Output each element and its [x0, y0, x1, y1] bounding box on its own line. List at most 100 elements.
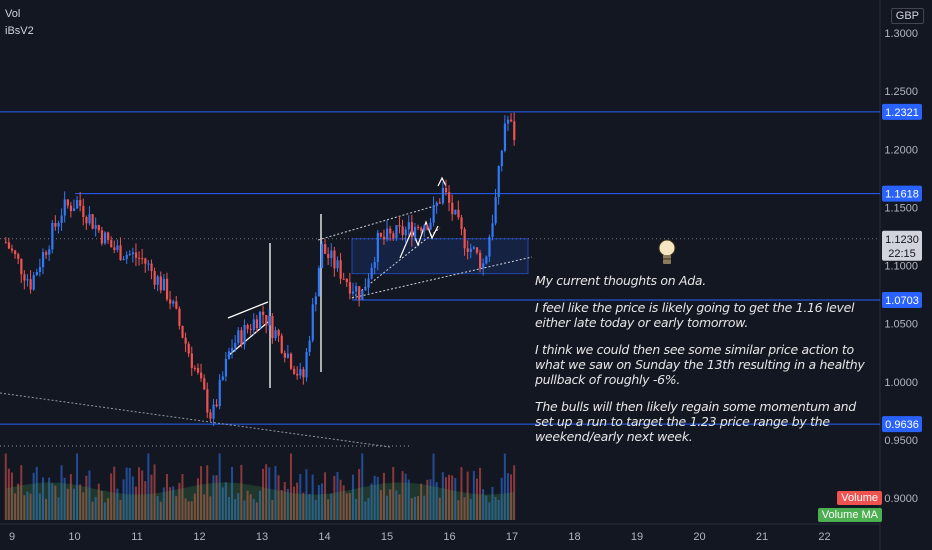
candle-body	[218, 379, 221, 407]
candle-body	[482, 263, 485, 269]
candle-body	[131, 252, 135, 255]
candle-body	[113, 247, 116, 250]
arrow-icon	[437, 176, 447, 187]
volume-bar	[234, 499, 237, 520]
candle-body	[41, 252, 45, 268]
volume-bar	[500, 477, 503, 520]
volume-bar	[206, 465, 209, 520]
candle-body	[441, 188, 445, 204]
volume-bar	[299, 474, 302, 520]
volume-bar	[178, 482, 181, 520]
candle-body	[429, 222, 432, 230]
volume-bar	[162, 487, 165, 520]
candle-body	[178, 308, 181, 326]
candle-body	[100, 230, 104, 244]
volume-bar	[293, 486, 296, 520]
volume-bar	[510, 474, 513, 520]
volume-bar	[503, 453, 506, 520]
volume-bar	[203, 494, 206, 520]
candle-body	[370, 267, 373, 279]
candle-body	[193, 367, 197, 369]
candle-body	[367, 278, 370, 288]
volume-bar	[460, 467, 463, 520]
candle-body	[423, 225, 426, 231]
volume-bar	[125, 467, 128, 520]
volume-bar	[345, 493, 348, 520]
candle-body	[69, 205, 73, 212]
candle-body	[324, 244, 327, 254]
volume-bar	[76, 453, 79, 520]
volume-bar	[119, 499, 122, 520]
candle-body	[277, 330, 280, 336]
candle-body	[144, 258, 147, 264]
volume-bar	[169, 487, 172, 520]
candle-body	[51, 223, 54, 250]
candle-body	[79, 200, 82, 206]
channel-box	[351, 238, 529, 275]
volume-bar	[370, 483, 373, 520]
vol-indicator-label[interactable]: Vol	[5, 8, 21, 20]
candle-body	[289, 353, 293, 369]
x-tick-label: 22	[818, 531, 830, 543]
currency-selector[interactable]: GBP	[890, 8, 924, 24]
candle-body	[376, 232, 379, 263]
ibs-indicator-label[interactable]: iBsV2	[5, 25, 34, 37]
x-tick-label: 11	[131, 531, 142, 543]
candle-body	[85, 217, 88, 224]
volume-bar	[386, 495, 389, 520]
candle-body	[463, 229, 466, 249]
x-tick-label: 9	[9, 531, 15, 543]
volume-bar	[475, 478, 478, 520]
candle-body	[237, 330, 240, 344]
x-tick-label: 18	[568, 531, 580, 543]
candle-body	[29, 279, 32, 290]
candle-body	[339, 260, 342, 279]
candle-body	[296, 373, 299, 376]
candle-body	[150, 263, 153, 272]
note-paragraph: The bulls will then likely regain some m…	[535, 399, 856, 444]
volume-bar	[221, 487, 224, 520]
candle-body	[283, 352, 286, 358]
volume-bar	[4, 453, 7, 520]
level-price-label: 1.0703	[885, 295, 919, 307]
candle-body	[327, 253, 330, 258]
candle-body	[116, 245, 119, 250]
volume-bar	[302, 492, 305, 520]
candle-body	[308, 340, 311, 353]
candle-body	[386, 228, 389, 240]
candle-body	[26, 279, 29, 281]
level-price-tag	[882, 185, 922, 202]
candle-body	[404, 229, 407, 236]
candle-body	[475, 247, 479, 253]
volume-bar	[82, 492, 85, 520]
candle-body	[432, 205, 435, 223]
annotation-note: My current thoughts on Ada. I feel like …	[535, 273, 865, 456]
volume-bar	[389, 489, 392, 520]
volume-bar	[224, 482, 227, 520]
volume-bar	[488, 502, 491, 520]
candle-body	[94, 225, 97, 229]
y-tick-label: 1.3000	[884, 28, 918, 40]
volume-bar	[41, 477, 44, 520]
volume-bar	[392, 466, 395, 520]
volume-bar	[367, 497, 370, 520]
candle-body	[63, 199, 66, 216]
x-tick-label: 19	[631, 531, 643, 543]
candle-body	[448, 192, 451, 203]
volume-bar	[277, 475, 280, 520]
volume-bar	[184, 498, 187, 520]
volume-bar	[506, 473, 509, 520]
candle-body	[330, 250, 333, 258]
volume-bar	[497, 499, 500, 520]
note-paragraph: I think we could then see some similar p…	[535, 342, 865, 387]
candle-body	[361, 290, 364, 300]
candle-body	[336, 260, 339, 269]
volume-bar	[333, 475, 336, 520]
candle-body	[88, 214, 91, 224]
trendline	[351, 227, 441, 299]
volume-bar	[243, 500, 246, 520]
candle-body	[351, 291, 355, 294]
level-price-label: 0.9636	[885, 419, 919, 431]
candle-body	[333, 250, 336, 269]
